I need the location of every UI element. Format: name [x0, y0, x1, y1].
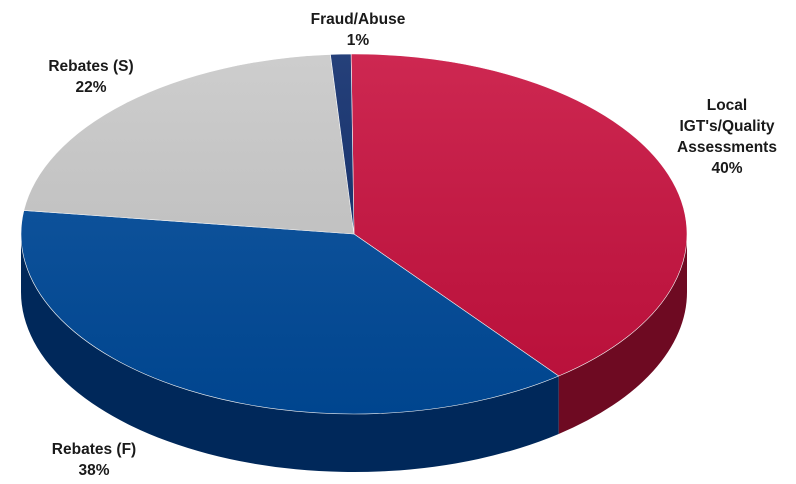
slice-name-0: Assessments — [677, 139, 777, 156]
slice-label-1: Rebates (F) 38% — [52, 441, 136, 479]
slice-label-0: Local IGT's/Quality Assessments 40% — [677, 97, 777, 177]
slice-name-3: Fraud/Abuse — [311, 11, 406, 28]
slice-name-0: Local — [707, 97, 747, 114]
slice-percent-1: 38% — [78, 462, 109, 479]
pie-top-shading — [21, 54, 687, 414]
slice-name-1: Rebates (F) — [52, 441, 136, 458]
slice-percent-0: 40% — [711, 160, 742, 177]
slice-name-2: Rebates (S) — [48, 58, 133, 75]
slice-label-2: Rebates (S) 22% — [48, 58, 133, 96]
slice-percent-2: 22% — [75, 79, 106, 96]
pie-slices — [21, 54, 687, 414]
slice-label-3: Fraud/Abuse 1% — [311, 11, 406, 49]
slice-percent-3: 1% — [347, 32, 370, 49]
slice-name-0: IGT's/Quality — [680, 118, 775, 135]
